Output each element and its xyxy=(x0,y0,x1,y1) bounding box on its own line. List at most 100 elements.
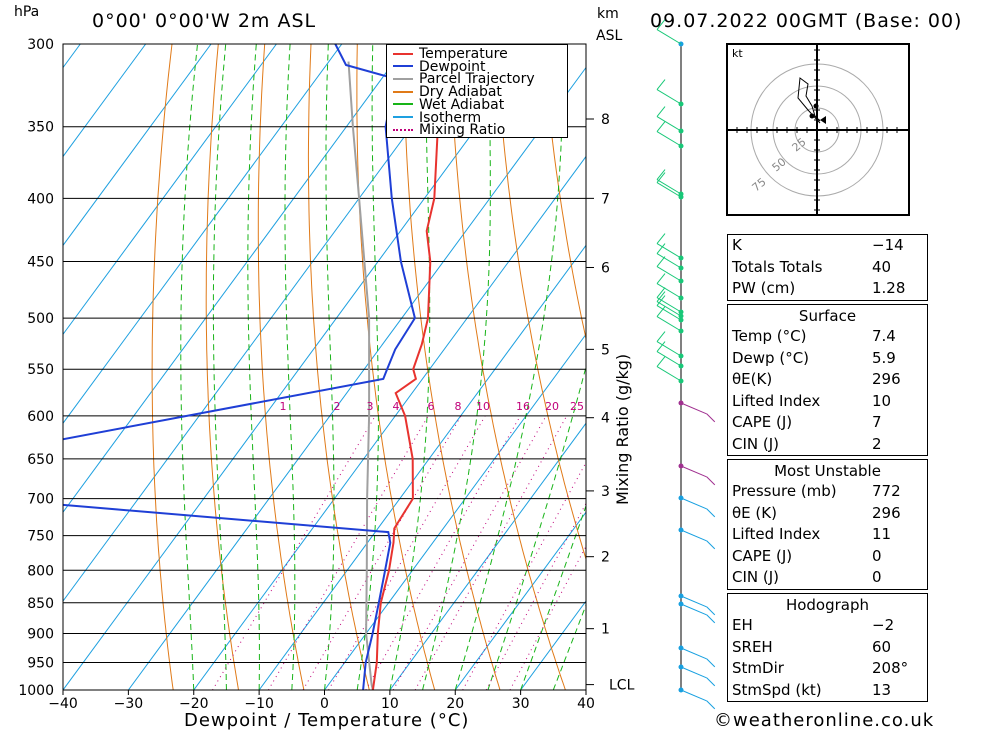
most-unstable-label: θE (K) xyxy=(732,503,777,522)
most-unstable-label: Pressure (mb) xyxy=(732,482,837,500)
legend-item: Dewpoint xyxy=(393,58,486,75)
wind-barb xyxy=(656,29,682,45)
indices-value: 1.28 xyxy=(872,279,906,297)
hodograph-unit-label: kt xyxy=(732,47,743,60)
wind-barb-flag xyxy=(706,508,716,518)
km-tick-label: 3 xyxy=(601,484,610,500)
hodograph-stat-value: 208° xyxy=(872,659,909,677)
wet-adiabat-line xyxy=(520,504,586,690)
plot-border xyxy=(62,43,587,691)
km-tick-label: 7 xyxy=(601,191,610,207)
wet-adiabat-line xyxy=(324,44,335,690)
wind-barb-flag xyxy=(656,356,666,367)
surface-value: 2 xyxy=(872,434,882,453)
dewpoint-line xyxy=(63,44,416,690)
hodograph-point xyxy=(813,103,819,109)
wind-barb xyxy=(680,689,707,702)
y-axis-label-right: Mixing Ratio (g/kg) xyxy=(613,353,632,505)
indices-label: Totals Totals xyxy=(732,257,823,276)
legend-label: Dewpoint xyxy=(419,58,486,75)
wind-barb-flag xyxy=(656,256,666,267)
most-unstable-row: CAPE (J) 0 xyxy=(728,546,927,568)
x-tick-label: 40 xyxy=(577,696,595,712)
hodograph-stat-row: SREH 60 xyxy=(728,637,927,659)
most-unstable-label: CIN (J) xyxy=(732,568,780,586)
x-tick-label: 0 xyxy=(320,696,329,712)
wind-barb xyxy=(656,366,682,382)
wind-barb xyxy=(656,351,682,367)
surface-row: CIN (J) 2 xyxy=(728,434,927,456)
wind-barb xyxy=(656,297,682,313)
km-tick-label: 4 xyxy=(601,411,610,427)
km-tick-label: 1 xyxy=(601,622,610,638)
hodograph-trace xyxy=(797,77,821,124)
legend-label: Isotherm xyxy=(419,109,482,126)
profiles xyxy=(63,44,441,690)
wind-barb xyxy=(656,253,682,269)
isotherm-line xyxy=(63,44,539,690)
wind-barb xyxy=(656,301,682,317)
wind-barb-flag xyxy=(656,341,666,352)
wind-barb-flag xyxy=(656,331,666,342)
isotherm-line xyxy=(0,44,15,690)
wet-adiabat-line xyxy=(454,44,564,690)
pressure-tick-label: 600 xyxy=(27,409,54,425)
dry-adiabat-line xyxy=(960,44,1000,690)
hodograph-stat-label: StmSpd (kt) xyxy=(732,680,822,699)
mixing-ratio-label: 6 xyxy=(428,400,435,413)
surface-label: θE(K) xyxy=(732,370,773,388)
isotherm-line xyxy=(63,44,147,158)
isotherm-line xyxy=(63,44,343,425)
pressure-tick-label: 300 xyxy=(27,37,54,53)
wind-barb xyxy=(656,266,682,282)
wind-barb-flag xyxy=(656,287,666,298)
wind-barb xyxy=(680,603,707,616)
hpa-unit-label: hPa xyxy=(14,4,40,20)
most-unstable-value: 772 xyxy=(872,482,901,500)
x-tick-label: 20 xyxy=(446,696,464,712)
axes: 3003504004505005506006507007508008509009… xyxy=(18,37,634,712)
surface-value: 5.9 xyxy=(872,348,896,367)
legend-swatch xyxy=(393,116,413,118)
mixing-ratio-label: 3 xyxy=(367,400,374,413)
pressure-tick-label: 350 xyxy=(27,120,54,136)
wind-barb-flag xyxy=(706,658,716,668)
wind-barb-flag xyxy=(656,106,666,117)
most-unstable-row: Lifted Index 11 xyxy=(728,524,927,546)
surface-label: CIN (J) xyxy=(732,434,780,453)
wet-adiabat-line xyxy=(356,44,379,690)
most-unstable-row: CIN (J) 0 xyxy=(728,567,927,589)
wind-barb-flag xyxy=(656,273,666,284)
mixing-ratio-label: 4 xyxy=(393,400,400,413)
legend-item: Parcel Trajectory xyxy=(393,71,535,86)
mixing-ratio-label: 10 xyxy=(476,400,490,413)
most-unstable-title: Most Unstable xyxy=(774,462,881,480)
wind-barb-flag xyxy=(656,291,666,302)
dry-adiabat-line xyxy=(542,44,586,341)
wind-barb xyxy=(656,283,682,299)
parcel-trajectory-line xyxy=(347,61,374,690)
indices-row: K −14 xyxy=(728,235,927,257)
km-tick-label: 6 xyxy=(601,260,610,276)
x-tick-label: −10 xyxy=(244,696,274,712)
mixing-ratio-label: 25 xyxy=(570,400,584,413)
surface-row: CAPE (J) 7 xyxy=(728,412,927,434)
pressure-tick-label: 700 xyxy=(27,492,54,508)
lcl-label: LCL xyxy=(609,678,635,694)
indices-row: PW (cm) 1.28 xyxy=(728,278,927,300)
hodograph-stat-row: StmSpd (kt) 13 xyxy=(728,680,927,702)
pressure-tick-label: 900 xyxy=(27,626,54,642)
legend-item: Temperature xyxy=(393,46,508,61)
legend-item: Dry Adiabat xyxy=(393,84,502,99)
wet-adiabat-line xyxy=(552,603,586,690)
x-axis-label: Dewpoint / Temperature (°C) xyxy=(184,710,470,731)
wind-barb xyxy=(656,89,682,105)
wind-barb xyxy=(680,647,707,660)
mixing-ratio-label: 16 xyxy=(516,400,530,413)
wind-barb-flag xyxy=(706,606,716,616)
mixing-ratio-label: 20 xyxy=(545,400,559,413)
x-tick-label: 10 xyxy=(381,696,399,712)
wind-barb xyxy=(656,116,682,132)
wind-barb xyxy=(656,243,682,259)
dry-adiabat-line xyxy=(495,44,586,561)
